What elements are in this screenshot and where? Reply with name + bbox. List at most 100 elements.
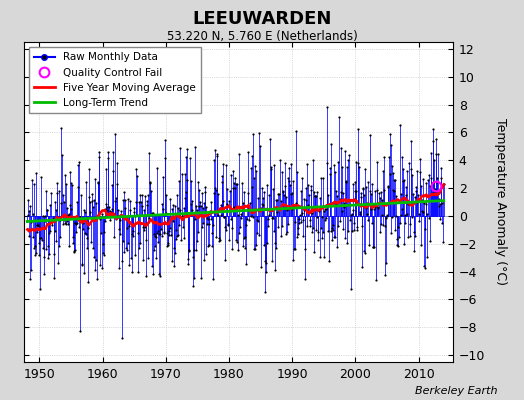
Point <box>339 190 347 196</box>
Point <box>208 230 216 236</box>
Point <box>27 218 35 225</box>
Point <box>387 214 396 220</box>
Point <box>347 228 356 234</box>
Point <box>177 213 185 220</box>
Point <box>302 185 310 192</box>
Point <box>227 225 236 231</box>
Point <box>120 249 128 255</box>
Point <box>277 233 285 239</box>
Point <box>63 221 72 227</box>
Point <box>403 210 412 217</box>
Point <box>355 211 364 218</box>
Point <box>411 233 420 240</box>
Point <box>368 244 377 250</box>
Point <box>414 218 423 224</box>
Point <box>108 206 116 212</box>
Point <box>57 125 66 132</box>
Point <box>312 193 320 199</box>
Point <box>116 217 124 224</box>
Point <box>70 246 79 253</box>
Point <box>148 210 156 216</box>
Point <box>131 213 139 220</box>
Point <box>220 214 228 220</box>
Point <box>168 206 176 212</box>
Point <box>391 212 400 219</box>
Point <box>204 216 213 222</box>
Point <box>236 215 245 221</box>
Point <box>434 202 443 209</box>
Point <box>255 130 264 136</box>
Point <box>431 186 440 192</box>
Point <box>141 273 150 279</box>
Point <box>272 208 281 215</box>
Point <box>40 271 48 277</box>
Point <box>392 236 401 242</box>
Point <box>373 159 381 165</box>
Point <box>101 217 109 224</box>
Point <box>179 235 188 241</box>
Point <box>428 180 436 186</box>
Point <box>190 275 199 281</box>
Point <box>377 189 385 195</box>
Point <box>404 200 412 207</box>
Point <box>213 152 221 159</box>
Point <box>91 176 100 182</box>
Point <box>356 208 364 215</box>
Point <box>165 228 173 234</box>
Point <box>212 187 221 194</box>
Point <box>67 180 75 186</box>
Point <box>57 200 65 206</box>
Point <box>301 276 309 282</box>
Point <box>111 198 119 204</box>
Point <box>189 282 197 289</box>
Point <box>179 224 187 230</box>
Point <box>69 248 78 255</box>
Point <box>187 201 195 208</box>
Point <box>203 220 211 227</box>
Point <box>132 198 140 205</box>
Point <box>171 236 180 242</box>
Point <box>225 237 233 244</box>
Point <box>82 230 90 237</box>
Point <box>417 182 425 189</box>
Point <box>247 165 255 172</box>
Point <box>96 216 104 222</box>
Point <box>255 232 263 238</box>
Point <box>170 263 178 269</box>
Point <box>105 204 114 211</box>
Point <box>194 229 202 235</box>
Point <box>114 213 123 219</box>
Point <box>319 228 327 235</box>
Point <box>300 206 308 213</box>
Point <box>269 162 278 168</box>
Point <box>168 218 177 224</box>
Point <box>23 218 31 225</box>
Point <box>114 206 122 213</box>
Point <box>414 192 422 198</box>
Point <box>295 216 303 222</box>
Point <box>369 206 378 212</box>
Point <box>152 165 161 171</box>
Point <box>145 150 154 156</box>
Point <box>348 211 356 217</box>
Point <box>161 137 169 143</box>
Point <box>30 252 39 258</box>
Point <box>383 212 391 218</box>
Point <box>358 264 366 271</box>
Point <box>155 271 163 278</box>
Point <box>226 188 234 194</box>
Point <box>202 251 210 257</box>
Point <box>62 205 71 212</box>
Point <box>393 242 401 248</box>
Point <box>166 224 174 231</box>
Point <box>433 174 442 181</box>
Point <box>340 204 348 210</box>
Point <box>91 267 99 273</box>
Point <box>271 245 280 252</box>
Point <box>172 227 180 233</box>
Point <box>259 188 268 195</box>
Point <box>388 163 396 170</box>
Point <box>237 180 246 186</box>
Point <box>267 166 275 172</box>
Point <box>128 231 136 237</box>
